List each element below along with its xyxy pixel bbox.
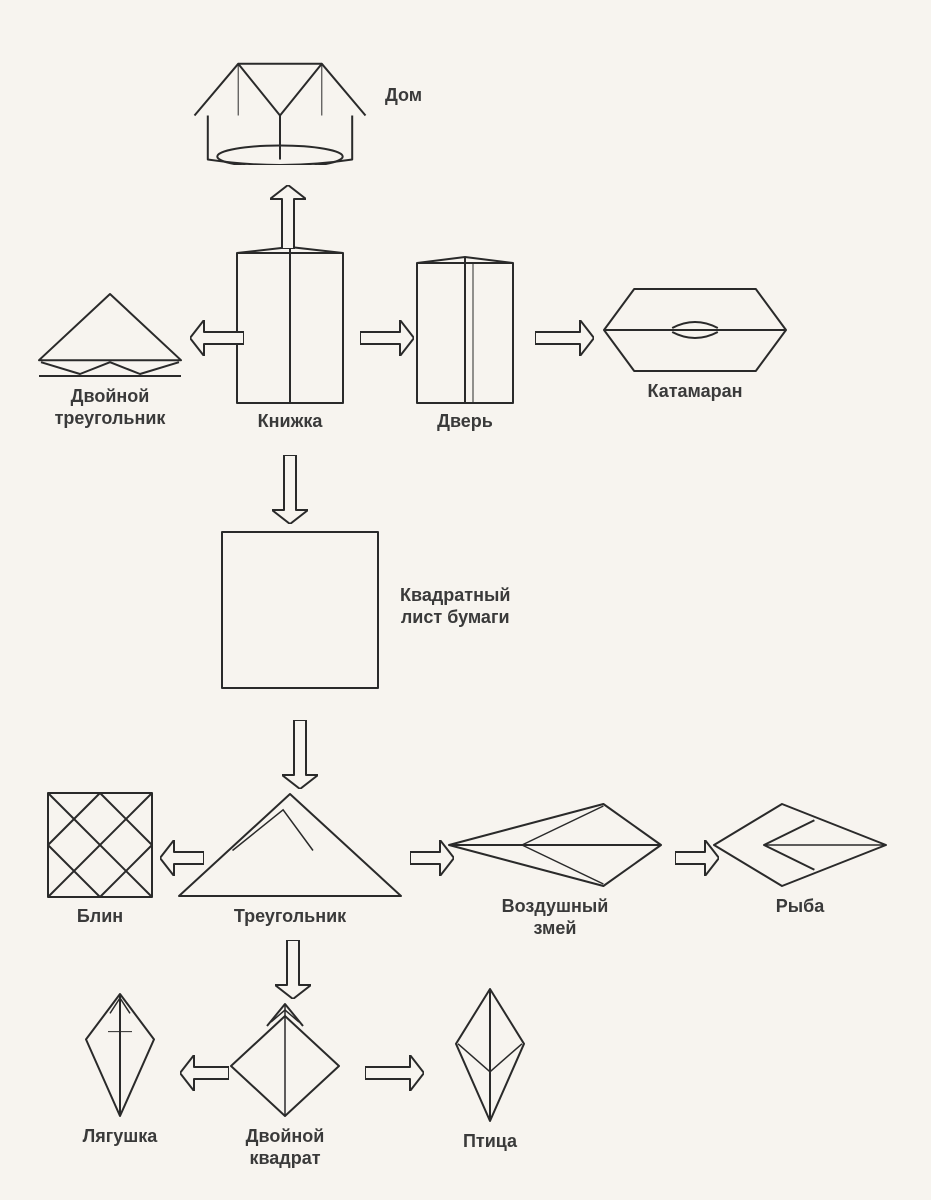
label-kite: Воздушный змей: [445, 896, 665, 939]
node-double_triangle: Двойной треугольник: [35, 290, 185, 429]
arrow-book-square_sheet: [272, 455, 308, 524]
arrow-double_square-bird: [365, 1055, 424, 1091]
node-kite: Воздушный змей: [445, 800, 665, 939]
label-square_sheet: Квадратный лист бумаги: [400, 585, 510, 628]
label-fish: Рыба: [710, 896, 890, 918]
arrow-triangle-kite: [410, 840, 454, 876]
node-house: Дом: [185, 55, 375, 165]
label-double_triangle: Двойной треугольник: [35, 386, 185, 429]
label-triangle: Треугольник: [175, 906, 405, 928]
node-frog: Лягушка: [80, 990, 160, 1148]
label-frog: Лягушка: [80, 1126, 160, 1148]
label-door: Дверь: [415, 411, 515, 433]
node-triangle: Треугольник: [175, 790, 405, 928]
label-house: Дом: [385, 85, 422, 107]
node-double_square: Двойной квадрат: [225, 1000, 345, 1169]
node-fish: Рыба: [710, 800, 890, 918]
arrow-book-door: [360, 320, 414, 356]
node-bird: Птица: [450, 985, 530, 1153]
label-blin: Блин: [45, 906, 155, 928]
arrow-kite-fish: [675, 840, 719, 876]
arrow-triangle-double_square: [275, 940, 311, 999]
arrow-door-catamaran: [535, 320, 594, 356]
node-blin: Блин: [45, 790, 155, 928]
node-square_sheet: Квадратный лист бумаги: [220, 530, 380, 690]
label-double_square: Двойной квадрат: [225, 1126, 345, 1169]
arrow-book-double_triangle: [190, 320, 244, 356]
label-bird: Птица: [450, 1131, 530, 1153]
arrow-square_sheet-triangle: [282, 720, 318, 789]
node-book: Книжка: [235, 245, 345, 433]
label-catamaran: Катамаран: [600, 381, 790, 403]
node-catamaran: Катамаран: [600, 285, 790, 403]
node-door: Дверь: [415, 255, 515, 433]
arrow-triangle-blin: [160, 840, 204, 876]
arrow-book-house: [270, 185, 306, 249]
label-book: Книжка: [235, 411, 345, 433]
arrow-double_square-frog: [180, 1055, 229, 1091]
